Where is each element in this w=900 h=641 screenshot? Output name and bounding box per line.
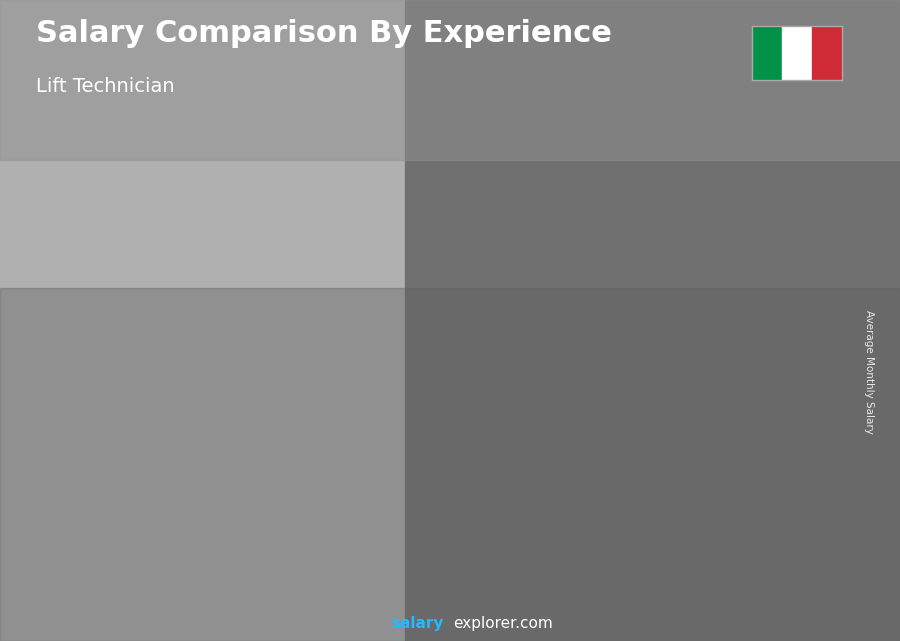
Bar	[405, 0, 900, 641]
Ellipse shape	[228, 438, 237, 442]
Ellipse shape	[354, 367, 363, 373]
Text: 800 EUR: 800 EUR	[174, 412, 243, 427]
Bar	[708, 270, 717, 583]
Text: explorer.com: explorer.com	[454, 617, 554, 631]
Bar	[777, 270, 784, 583]
Text: salary: salary	[392, 617, 444, 631]
Bar	[80, 474, 156, 583]
Text: 1,710 EUR: 1,710 EUR	[704, 244, 788, 259]
Text: 1,580 EUR: 1,580 EUR	[565, 269, 651, 284]
Bar	[752, 26, 781, 80]
Bar	[651, 294, 658, 583]
Text: Average Monthly Salary: Average Monthly Salary	[863, 310, 874, 434]
Text: +33%: +33%	[149, 363, 212, 382]
Text: 600 EUR: 600 EUR	[43, 447, 112, 462]
Bar	[0, 0, 405, 641]
Text: Lift Technician: Lift Technician	[36, 77, 175, 96]
Bar	[206, 437, 215, 583]
Text: +8%: +8%	[659, 211, 708, 230]
Ellipse shape	[605, 296, 614, 304]
Bar	[0, 0, 900, 160]
Bar	[812, 26, 842, 80]
Bar	[583, 294, 658, 583]
Text: 1,450 EUR: 1,450 EUR	[453, 293, 537, 308]
Bar	[400, 365, 407, 583]
Text: +48%: +48%	[274, 279, 338, 297]
Text: Salary Comparison By Experience: Salary Comparison By Experience	[36, 19, 612, 48]
Bar	[781, 26, 812, 80]
Bar	[457, 318, 533, 583]
Text: +9%: +9%	[533, 235, 582, 254]
Bar	[206, 437, 281, 583]
Bar	[0, 288, 900, 641]
Bar	[526, 318, 533, 583]
Bar	[274, 437, 281, 583]
Bar	[457, 318, 466, 583]
Bar	[148, 474, 156, 583]
Text: +22%: +22%	[400, 242, 464, 261]
Bar	[583, 294, 592, 583]
Bar	[331, 365, 340, 583]
Bar	[331, 365, 407, 583]
Ellipse shape	[479, 319, 488, 327]
Bar	[708, 270, 784, 583]
Ellipse shape	[102, 474, 111, 478]
Bar	[80, 474, 89, 583]
Text: 1,190 EUR: 1,190 EUR	[320, 340, 405, 355]
Ellipse shape	[731, 272, 740, 281]
